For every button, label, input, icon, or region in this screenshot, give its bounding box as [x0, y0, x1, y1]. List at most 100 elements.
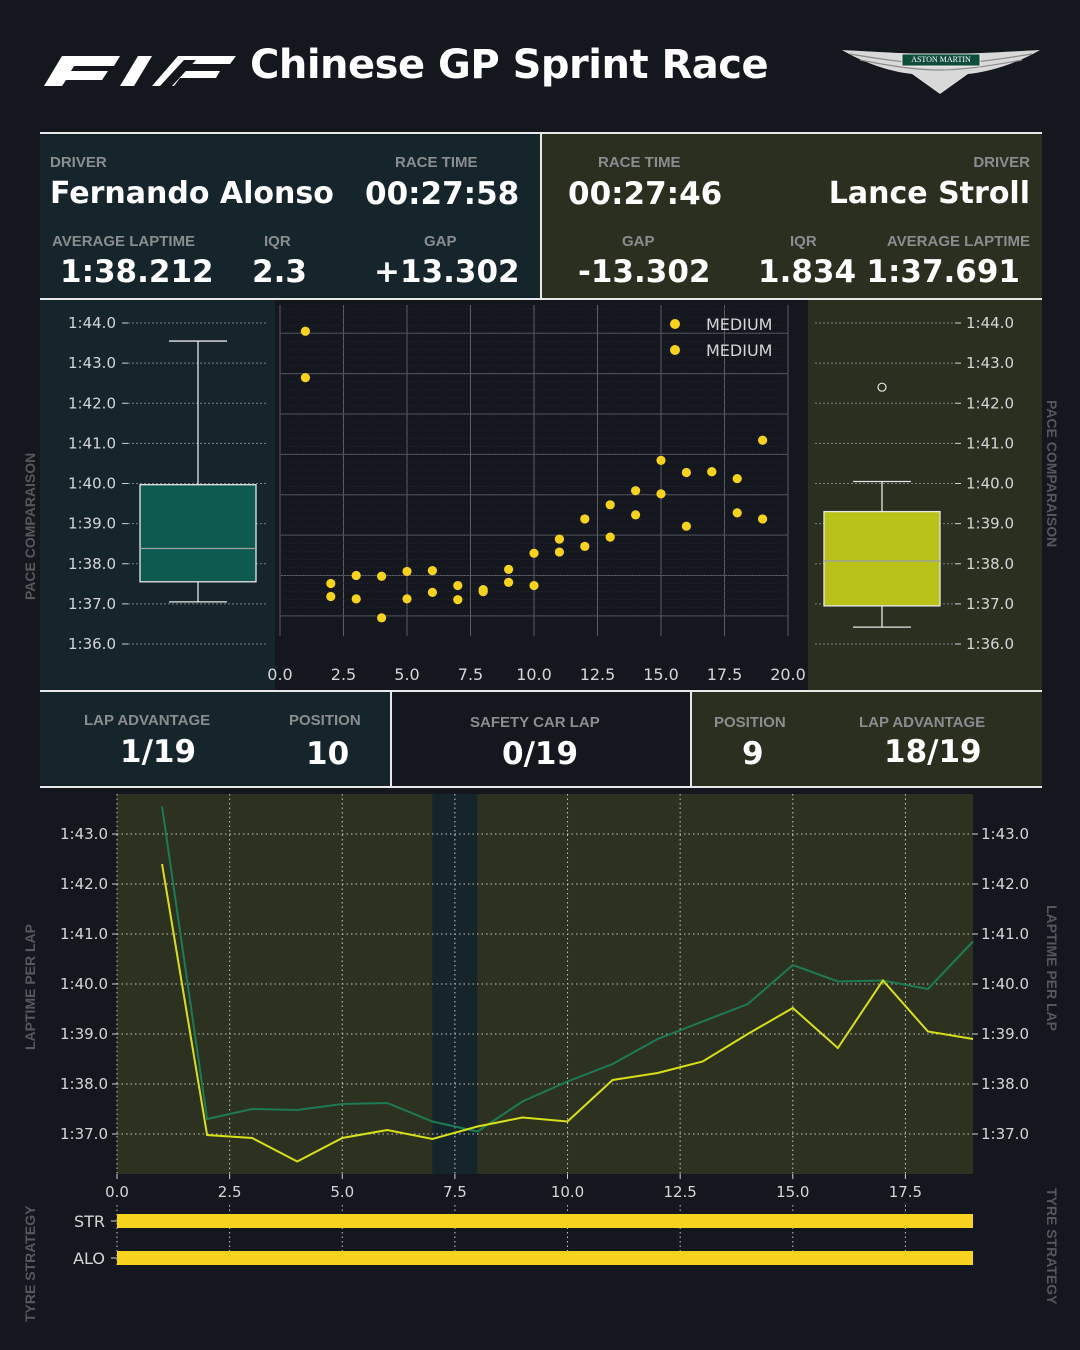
line-xtick-label: 5.0	[330, 1183, 354, 1201]
legend-marker-medium	[670, 345, 680, 355]
right-box-ytick-label: 1:39.0	[966, 515, 1014, 533]
scatter-point	[681, 467, 692, 478]
safety-car-label: SAFETY CAR LAP	[470, 714, 600, 731]
right-box-ytick-label: 1:40.0	[966, 475, 1014, 493]
line-xtick-label: 7.5	[443, 1183, 467, 1201]
scatter-point	[427, 587, 437, 598]
scatter-point	[758, 514, 768, 524]
scatter-point	[631, 486, 641, 496]
scatter-point	[529, 548, 539, 558]
scatter-point	[656, 455, 666, 466]
right-driver-label: DRIVER	[973, 154, 1030, 171]
left-iqr: 2.3	[252, 254, 307, 290]
safety-car-panel: SAFETY CAR LAP 0/19	[392, 692, 690, 786]
pace-label-left: PACE COMPARAISON	[22, 452, 38, 600]
left-race-time: 00:27:58	[365, 176, 520, 212]
right-pos-label: POSITION	[714, 714, 786, 731]
left-box-ytick-label: 1:36.0	[68, 635, 116, 653]
right-pos: 9	[742, 736, 764, 772]
line-ytick-label-left: 1:41.0	[60, 925, 108, 943]
line-ytick-label-left: 1:38.0	[60, 1075, 108, 1093]
right-box-ytick-label: 1:42.0	[966, 394, 1014, 412]
line-xtick-label: 15.0	[776, 1183, 809, 1201]
line-ytick-label-right: 1:42.0	[981, 875, 1029, 893]
line-ytick-label-right: 1:40.0	[981, 975, 1029, 993]
tyre-row-label: ALO	[73, 1249, 105, 1268]
scatter-point	[453, 580, 463, 591]
safety-car-value: 0/19	[502, 736, 579, 772]
scatter-point	[554, 534, 565, 544]
scatter-point	[605, 532, 615, 542]
right-iqr: 1.834	[758, 254, 857, 290]
stroll-box-outlier	[877, 382, 887, 392]
pace-label-right: PACE COMPARAISON	[1044, 400, 1060, 548]
right-race-time: 00:27:46	[568, 176, 723, 212]
right-lap-adv-label: LAP ADVANTAGE	[859, 714, 986, 731]
line-ytick-label-right: 1:38.0	[981, 1075, 1029, 1093]
series-line-alo	[161, 806, 974, 1133]
line-ytick-label-right: 1:43.0	[981, 825, 1029, 843]
scatter-point	[326, 578, 336, 589]
left-box-ytick-label: 1:43.0	[68, 354, 116, 372]
scatter-xtick-label: 12.5	[580, 665, 616, 684]
aston-martin-logo: ASTON MARTIN	[840, 42, 1042, 96]
left-gap: +13.302	[374, 254, 520, 290]
f1-logo-svg	[44, 56, 236, 86]
scatter-point	[580, 514, 590, 524]
scatter-point	[554, 547, 565, 557]
right-avg: 1:37.691	[866, 254, 1020, 290]
tyre-stint-str	[117, 1214, 973, 1228]
scatter-point	[707, 467, 717, 477]
scatter-point	[580, 541, 590, 551]
scatter-point	[453, 595, 463, 605]
scatter-point	[300, 373, 310, 383]
line-xtick-label: 10.0	[551, 1183, 584, 1201]
scatter-point	[377, 571, 387, 581]
line-ytick-label-left: 1:43.0	[60, 825, 108, 843]
laptime-label-left: LAPTIME PER LAP	[22, 923, 38, 1050]
right-lap-adv: 18/19	[884, 734, 982, 770]
scatter-point	[681, 521, 692, 531]
scatter-point	[427, 566, 437, 576]
scatter-xtick-label: 5.0	[394, 665, 419, 684]
scatter-point	[402, 594, 412, 604]
line-ytick-label-left: 1:37.0	[60, 1125, 108, 1143]
left-box-ytick-label: 1:41.0	[68, 434, 116, 452]
left-pos: 10	[306, 736, 350, 772]
line-xtick-label: 17.5	[889, 1183, 922, 1201]
left-box-ytick-label: 1:39.0	[68, 515, 116, 533]
scatter-point	[605, 500, 615, 510]
line-ytick-label-left: 1:42.0	[60, 875, 108, 893]
right-box-ytick-label: 1:43.0	[966, 354, 1014, 372]
line-ytick-label-right: 1:37.0	[981, 1125, 1029, 1143]
line-ytick-label-right: 1:39.0	[981, 1025, 1029, 1043]
left-stats-panel: LAP ADVANTAGE 1/19 POSITION 10	[40, 692, 390, 786]
left-driver-label: DRIVER	[50, 154, 107, 171]
left-gap-label: GAP	[424, 233, 457, 250]
scatter-point	[504, 577, 514, 587]
tyre-label-right: TYRE STRATEGY	[1044, 1188, 1060, 1305]
line-ytick-label-left: 1:40.0	[60, 975, 108, 993]
scatter-point	[351, 570, 361, 581]
tyre-strategy-chart: STR ALO	[73, 1205, 973, 1268]
scatter-xtick-label: 10.0	[516, 665, 552, 684]
team-logo-text: ASTON MARTIN	[911, 55, 971, 64]
laptime-label-right: LAPTIME PER LAP	[1044, 905, 1060, 1032]
scatter-xtick-label: 7.5	[458, 665, 483, 684]
left-lap-adv: 1/19	[120, 734, 197, 770]
line-xtick-label: 2.5	[218, 1183, 242, 1201]
legend-label-medium: MEDIUM	[706, 315, 772, 334]
right-driver-panel: RACE TIME 00:27:46 DRIVER Lance Stroll G…	[542, 134, 1042, 298]
left-lap-adv-label: LAP ADVANTAGE	[84, 712, 211, 729]
page-title: Chinese GP Sprint Race	[250, 42, 769, 88]
tyre-label-left: TYRE STRATEGY	[22, 1205, 38, 1322]
left-box-ytick-label: 1:40.0	[68, 475, 116, 493]
left-avg: 1:38.212	[60, 254, 214, 290]
right-box-ytick-label: 1:36.0	[966, 635, 1014, 653]
series-line-str	[161, 863, 974, 1163]
left-pos-label: POSITION	[289, 712, 361, 729]
right-avg-label: AVERAGE LAPTIME	[886, 233, 1030, 250]
scatter-point	[402, 566, 412, 577]
right-box-ytick-label: 1:44.0	[966, 314, 1014, 332]
legend-label-medium: MEDIUM	[706, 341, 772, 360]
